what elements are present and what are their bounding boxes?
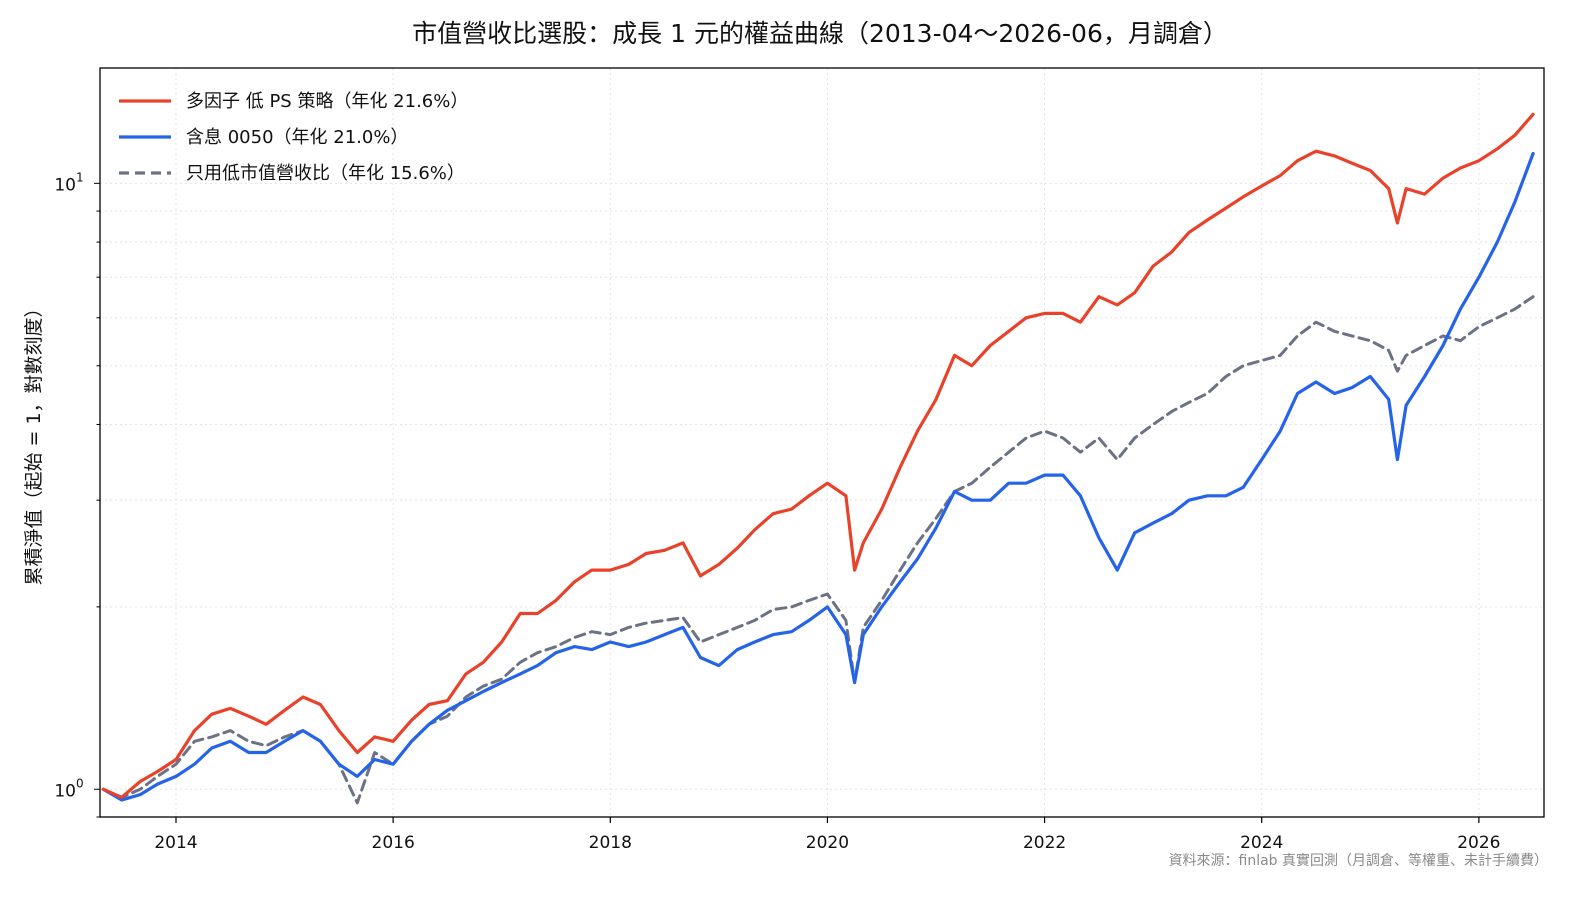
source-note: 資料來源：finlab 真實回測（月調倉、等權重、未計手續費） — [1169, 852, 1549, 869]
x-tick-label: 2024 — [1240, 833, 1283, 853]
y-axis-label: 累積淨值（起始 = 1，對數刻度） — [23, 298, 45, 585]
legend-label-2: 只用低市值營收比（年化 15.6%） — [186, 163, 465, 184]
x-tick-label: 2026 — [1457, 833, 1500, 853]
legend: 多因子 低 PS 策略（年化 21.6%） 含息 0050（年化 21.0%） 只用… — [119, 91, 468, 184]
series-line-1 — [101, 151, 1535, 802]
chart-title: 市值營收比選股：成長 1 元的權益曲線（2013-04～2026-06，月調倉） — [412, 19, 1228, 48]
x-axis: 2014 2016 2018 2020 2022 2024 2026 — [154, 817, 1500, 853]
series-lines — [101, 112, 1535, 805]
y-tick-exponent: 1 — [76, 170, 84, 184]
y-tick-exponent: 0 — [76, 776, 84, 790]
y-tick-label: 10 — [54, 175, 76, 195]
x-tick-label: 2016 — [372, 833, 415, 853]
legend-label-1: 含息 0050（年化 21.0%） — [186, 127, 408, 148]
series-line-0 — [101, 112, 1535, 799]
x-tick-label: 2022 — [1023, 833, 1066, 853]
x-tick-label: 2020 — [806, 833, 849, 853]
y-tick-label: 10 — [54, 781, 76, 801]
legend-label-0: 多因子 低 PS 策略（年化 21.6%） — [186, 91, 468, 112]
series-line-2 — [101, 295, 1535, 805]
x-tick-label: 2014 — [154, 833, 197, 853]
grid-lines — [100, 68, 1544, 817]
plot-frame — [99, 67, 1545, 818]
x-tick-label: 2018 — [589, 833, 632, 853]
